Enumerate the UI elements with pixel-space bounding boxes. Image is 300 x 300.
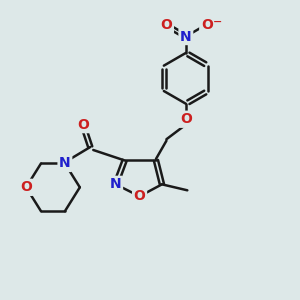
Text: N: N: [110, 177, 122, 191]
Text: −: −: [213, 16, 223, 27]
Text: N: N: [59, 156, 71, 170]
Text: N: N: [180, 29, 192, 44]
Text: O: O: [201, 18, 213, 32]
Text: O: O: [77, 118, 89, 132]
Text: O: O: [160, 18, 172, 32]
Text: O: O: [180, 112, 192, 126]
Text: O: O: [134, 189, 146, 203]
Text: O: O: [20, 180, 32, 194]
